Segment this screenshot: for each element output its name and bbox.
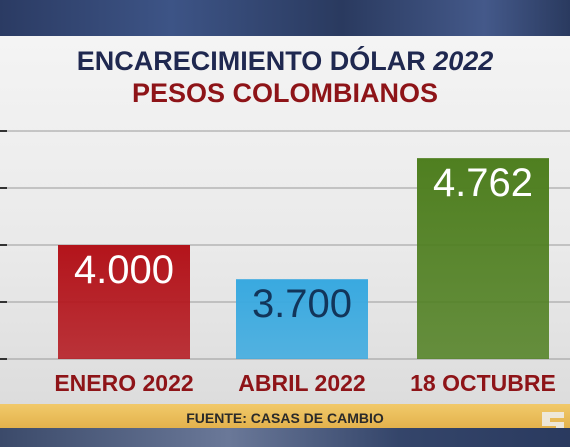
category-label-3: 18 OCTUBRE — [410, 370, 556, 396]
background-frame-bottom — [0, 428, 570, 447]
bar-3 — [417, 158, 549, 359]
source-bar — [0, 404, 570, 430]
chart-title: ENCARECIMIENTO DÓLAR 2022 — [0, 46, 570, 77]
category-label-1: ENERO 2022 — [54, 370, 193, 396]
bar-value-label-2: 3.700 — [252, 282, 352, 326]
chart-title-year: 2022 — [433, 46, 494, 76]
chart-title-text: ENCARECIMIENTO DÓLAR — [76, 46, 426, 76]
background-frame-top — [0, 0, 570, 36]
bar-value-label-3: 4.762 — [433, 161, 533, 205]
bar-2 — [236, 279, 368, 359]
bar-value-label-1: 4.000 — [74, 248, 174, 292]
chart-subtitle: PESOS COLOMBIANOS — [131, 78, 439, 108]
bar-1 — [58, 245, 190, 359]
source-text: FUENTE: CASAS DE CAMBIO — [186, 410, 384, 426]
category-label-2: ABRIL 2022 — [238, 370, 365, 396]
